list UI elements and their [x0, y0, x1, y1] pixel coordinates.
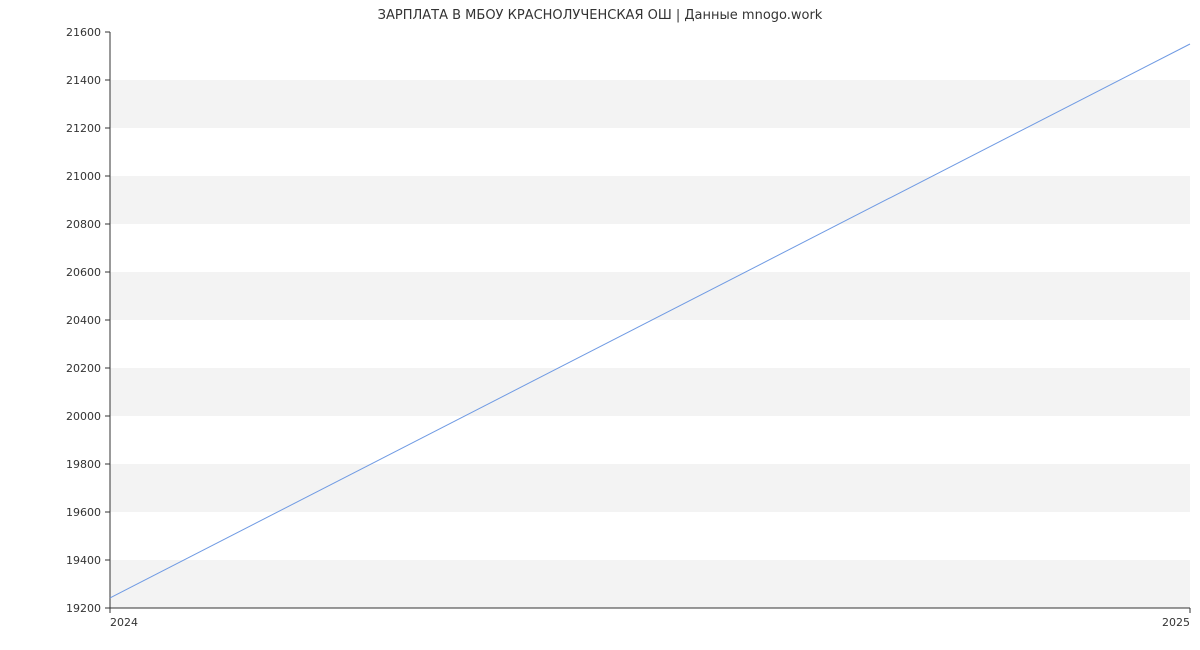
y-tick-label: 20400: [66, 314, 101, 327]
y-tick-label: 19600: [66, 506, 101, 519]
grid-band: [110, 560, 1190, 608]
y-tick-label: 21600: [66, 26, 101, 39]
y-tick-label: 20200: [66, 362, 101, 375]
chart-svg: 19200 19400 19600 19800 20000 20200 20400 20600…: [0, 0, 1200, 650]
grid-band: [110, 32, 1190, 80]
grid-band: [110, 224, 1190, 272]
y-tick-label: 20600: [66, 266, 101, 279]
grid-band: [110, 272, 1190, 320]
grid-band: [110, 368, 1190, 416]
y-tick-label: 20800: [66, 218, 101, 231]
y-tick-label: 21000: [66, 170, 101, 183]
chart-title: ЗАРПЛАТА В МБОУ КРАСНОЛУЧЕНСКАЯ ОШ | Дан…: [0, 8, 1200, 23]
grid-band: [110, 176, 1190, 224]
grid-band: [110, 80, 1190, 128]
y-tick-label: 21200: [66, 122, 101, 135]
grid-band: [110, 128, 1190, 176]
x-tick-label: 2025: [1162, 616, 1190, 629]
grid-band: [110, 512, 1190, 560]
y-tick-label: 20000: [66, 410, 101, 423]
x-tick-label: 2024: [110, 616, 138, 629]
grid-band: [110, 320, 1190, 368]
y-tick-label: 19400: [66, 554, 101, 567]
grid-band: [110, 464, 1190, 512]
y-tick-label: 19800: [66, 458, 101, 471]
y-tick-label: 19200: [66, 602, 101, 615]
salary-chart: ЗАРПЛАТА В МБОУ КРАСНОЛУЧЕНСКАЯ ОШ | Дан…: [0, 0, 1200, 650]
y-tick-label: 21400: [66, 74, 101, 87]
grid-band: [110, 416, 1190, 464]
